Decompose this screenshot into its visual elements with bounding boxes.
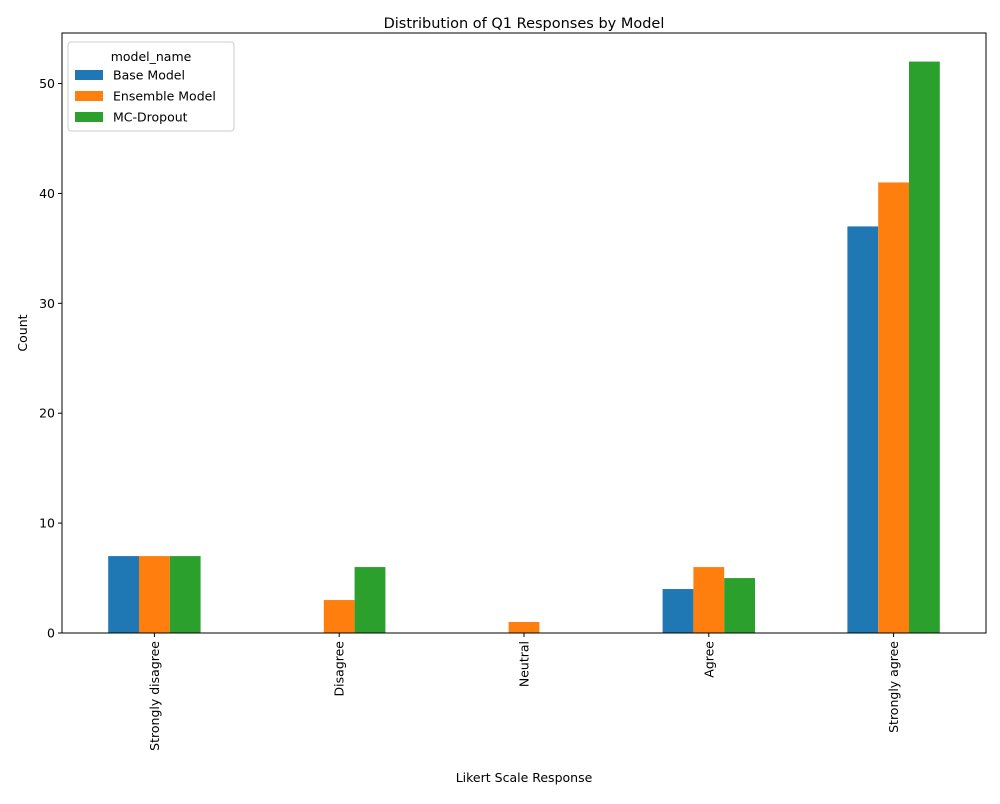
x-tick-label: Strongly agree xyxy=(886,641,901,733)
bar-mc-dropout-agree xyxy=(724,578,755,633)
x-tick-label: Strongly disagree xyxy=(147,641,162,751)
bar-ensemble-model-strongly-disagree xyxy=(139,556,170,633)
bars xyxy=(108,61,940,634)
legend-swatch xyxy=(75,91,103,101)
bar-base-model-strongly-disagree xyxy=(108,556,139,633)
bar-ensemble-model-neutral xyxy=(508,622,540,633)
bar-mc-dropout-strongly-agree xyxy=(909,61,940,634)
x-tick-label: Neutral xyxy=(517,641,532,687)
y-tick-label: 20 xyxy=(39,406,55,421)
legend-label: MC-Dropout xyxy=(113,110,188,125)
chart-title: Distribution of Q1 Responses by Model xyxy=(384,16,665,32)
x-tick-label: Agree xyxy=(701,641,716,678)
legend-title: model_name xyxy=(111,49,192,64)
x-axis-label: Likert Scale Response xyxy=(456,770,593,785)
bar-ensemble-model-strongly-agree xyxy=(878,182,909,633)
x-tick-label: Disagree xyxy=(332,641,347,697)
bar-ensemble-model-agree xyxy=(693,567,725,633)
bar-ensemble-model-disagree xyxy=(323,600,355,633)
legend-swatch xyxy=(75,112,103,122)
y-tick-label: 50 xyxy=(39,76,55,91)
legend-label: Ensemble Model xyxy=(113,89,216,104)
x-axis: Strongly disagree Disagree Neutral Agree Str… xyxy=(147,633,901,751)
legend: model_name Base Model Ensemble Model MC-Dr… xyxy=(67,41,235,132)
legend-swatch xyxy=(75,70,103,80)
y-tick-label: 10 xyxy=(39,516,55,531)
y-tick-label: 40 xyxy=(39,186,55,201)
bar-base-model-strongly-agree xyxy=(847,226,879,633)
y-axis: 0 10 20 30 40 50 xyxy=(39,76,62,641)
bar-mc-dropout-strongly-disagree xyxy=(169,556,201,633)
y-tick-label: 0 xyxy=(47,626,55,641)
y-tick-label: 30 xyxy=(39,296,55,311)
legend-label: Base Model xyxy=(113,68,185,83)
bar-mc-dropout-disagree xyxy=(354,567,386,633)
legend-box xyxy=(67,41,235,132)
bar-base-model-agree xyxy=(662,589,694,633)
y-axis-label: Count xyxy=(15,314,30,351)
